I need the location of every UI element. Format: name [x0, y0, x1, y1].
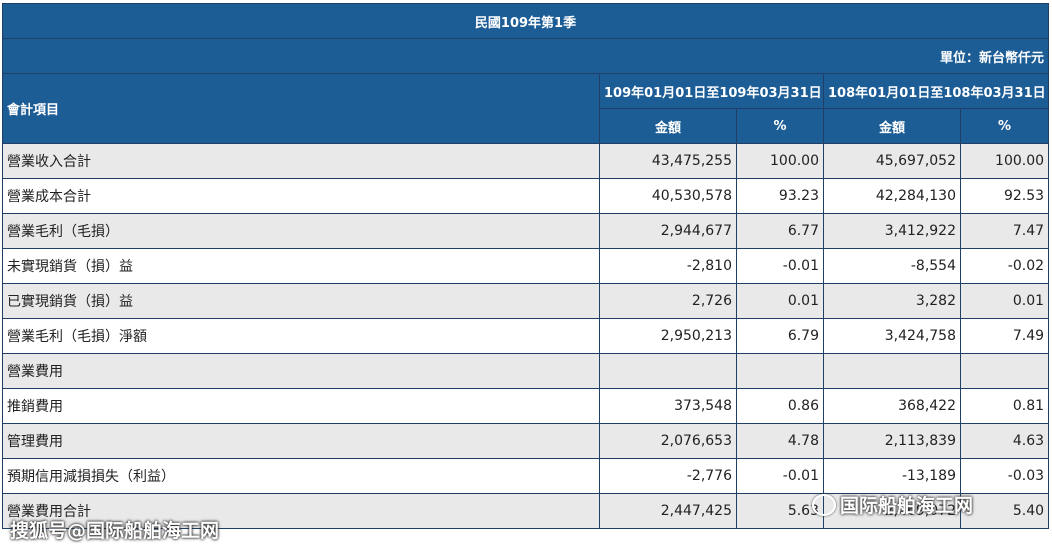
table-row: 營業毛利（毛損）淨額 2,950,213 6.79 3,424,758 7.49 — [2, 318, 1050, 354]
amount-109: 43,475,255 — [599, 143, 737, 179]
amount-header-108: 金額 — [823, 108, 961, 144]
row-label: 營業毛利（毛損） — [2, 213, 600, 249]
percent-109: 0.01 — [736, 283, 824, 319]
period-108-header: 108年01月01日至108年03月31日 — [822, 73, 1050, 109]
amount-108: 3,282 — [823, 283, 961, 319]
row-label: 營業費用 — [2, 353, 600, 389]
table-row: 營業成本合計 40,530,578 93.23 42,284,130 92.53 — [2, 178, 1050, 214]
amount-108: 3,412,922 — [823, 213, 961, 249]
income-statement-table: 民國109年第1季 單位：新台幣仟元 會計項目 109年01月01日至109年0… — [1, 3, 1050, 529]
percent-108 — [959, 353, 1050, 389]
percent-108: 7.47 — [959, 213, 1050, 249]
amount-109: -2,810 — [599, 248, 737, 284]
percent-109: 0.86 — [736, 388, 824, 424]
row-label: 推銷費用 — [2, 388, 600, 424]
percent-109 — [736, 353, 824, 389]
amount-108 — [823, 353, 961, 389]
row-label: 管理費用 — [2, 423, 600, 459]
percent-109: 6.79 — [736, 318, 824, 354]
percent-108: 92.53 — [959, 178, 1050, 214]
row-label: 已實現銷貨（損）益 — [2, 283, 600, 319]
table-row: 預期信用減損損失（利益） -2,776 -0.01 -13,189 -0.03 — [2, 458, 1050, 494]
percent-108: 0.01 — [959, 283, 1050, 319]
amount-108: 368,422 — [823, 388, 961, 424]
percent-108: -0.03 — [959, 458, 1050, 494]
percent-108: 5.40 — [959, 493, 1050, 529]
amount-108: 45,697,052 — [823, 143, 961, 179]
percent-109: 100.00 — [736, 143, 824, 179]
amount-109 — [599, 353, 737, 389]
percent-108: 100.00 — [959, 143, 1050, 179]
percent-header-109: % — [736, 108, 824, 144]
amount-109: 2,447,425 — [599, 493, 737, 529]
amount-109: 373,548 — [599, 388, 737, 424]
percent-109: 4.78 — [736, 423, 824, 459]
amount-109: 2,726 — [599, 283, 737, 319]
percent-109: 93.23 — [736, 178, 824, 214]
amount-108: 42,284,130 — [823, 178, 961, 214]
table-row: 管理費用 2,076,653 4.78 2,113,839 4.63 — [2, 423, 1050, 459]
period-109-header: 109年01月01日至109年03月31日 — [599, 73, 824, 109]
percent-109: -0.01 — [736, 458, 824, 494]
amount-109: 2,944,677 — [599, 213, 737, 249]
amount-108: -13,189 — [823, 458, 961, 494]
row-label: 營業收入合計 — [2, 143, 600, 179]
row-label: 營業成本合計 — [2, 178, 600, 214]
percent-108: 0.81 — [959, 388, 1050, 424]
watermark-right: 国际船舶海工网 — [812, 491, 973, 518]
watermark-left: 搜狐号@国际船舶海工网 — [10, 520, 220, 542]
account-item-header: 會計項目 — [2, 73, 600, 144]
table-row: 營業費用合計 2,447,425 5.63 2,469,072 5.40 — [2, 493, 1050, 529]
table-row: 營業毛利（毛損） 2,944,677 6.77 3,412,922 7.47 — [2, 213, 1050, 249]
amount-109: 2,950,213 — [599, 318, 737, 354]
amount-109: -2,776 — [599, 458, 737, 494]
amount-108: -8,554 — [823, 248, 961, 284]
table-row: 未實現銷貨（損）益 -2,810 -0.01 -8,554 -0.02 — [2, 248, 1050, 284]
amount-108: 3,424,758 — [823, 318, 961, 354]
table-title: 民國109年第1季 — [1, 3, 1050, 39]
watermark-right-text: 国际船舶海工网 — [840, 495, 974, 517]
table-row: 推銷費用 373,548 0.86 368,422 0.81 — [2, 388, 1050, 424]
unit-label: 單位：新台幣仟元 — [1, 38, 1050, 74]
amount-109: 40,530,578 — [599, 178, 737, 214]
table-row: 營業收入合計 43,475,255 100.00 45,697,052 100.… — [2, 143, 1050, 179]
row-label: 未實現銷貨（損）益 — [2, 248, 600, 284]
row-label: 營業費用合計 — [2, 493, 600, 529]
percent-108: -0.02 — [959, 248, 1050, 284]
percent-109: 6.77 — [736, 213, 824, 249]
table-row: 營業費用 — [2, 353, 1050, 389]
amount-108: 2,113,839 — [823, 423, 961, 459]
wechat-icon — [812, 493, 836, 516]
amount-108: 2,469,072 — [823, 493, 961, 529]
amount-109: 2,076,653 — [599, 423, 737, 459]
percent-109: -0.01 — [736, 248, 824, 284]
row-label: 營業毛利（毛損）淨額 — [2, 318, 600, 354]
row-label: 預期信用減損損失（利益） — [2, 458, 600, 494]
table-row: 已實現銷貨（損）益 2,726 0.01 3,282 0.01 — [2, 283, 1050, 319]
percent-header-108: % — [959, 108, 1050, 144]
percent-108: 7.49 — [959, 318, 1050, 354]
percent-108: 4.63 — [959, 423, 1050, 459]
amount-header-109: 金額 — [599, 108, 737, 144]
percent-109: 5.63 — [736, 493, 824, 529]
